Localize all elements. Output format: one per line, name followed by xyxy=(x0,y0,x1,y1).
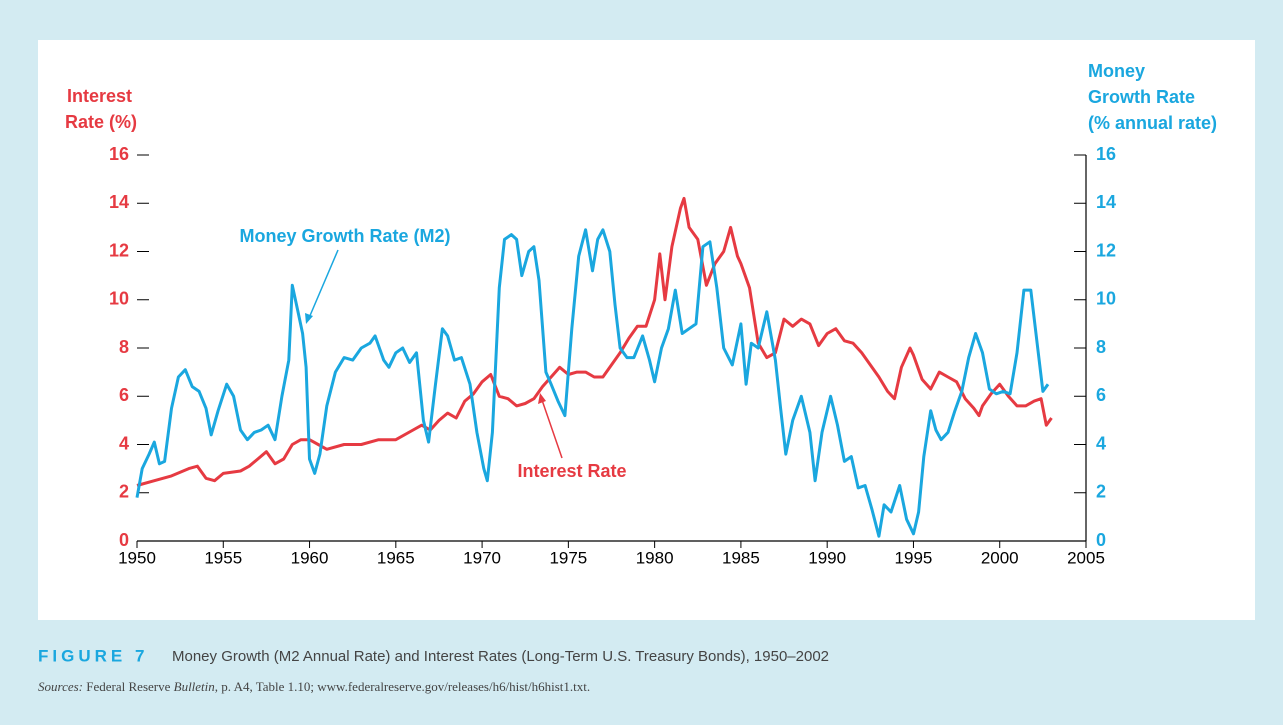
y2-axis-label-line: Growth Rate xyxy=(1088,87,1195,107)
arrow-head xyxy=(305,313,313,324)
y2-axis-label-line: (% annual rate) xyxy=(1088,113,1217,133)
y2-tick-label: 16 xyxy=(1096,144,1116,164)
y2-axis-label: Money Growth Rate (% annual rate) xyxy=(1088,61,1217,133)
y2-tick-label: 8 xyxy=(1096,337,1106,357)
annotation: Money Growth Rate (M2) xyxy=(239,226,450,246)
figure-label: FIGURE 7 xyxy=(38,646,148,665)
y2-tick-label: 4 xyxy=(1096,433,1106,453)
annotation-arrow xyxy=(541,399,563,459)
x-tick-label: 1960 xyxy=(291,548,329,567)
y-tick-label: 8 xyxy=(119,337,129,357)
chart-panel xyxy=(38,40,1255,620)
x-tick-label: 2000 xyxy=(981,548,1019,567)
y-tick-label: 12 xyxy=(109,240,129,260)
x-tick-label: 1950 xyxy=(118,548,156,567)
x-tick-label: 1995 xyxy=(895,548,933,567)
sources-text: , p. A4, Table 1.10; www.federalreserve.… xyxy=(215,679,590,694)
sources-label: Sources: xyxy=(38,679,83,694)
x-tick-label: 1990 xyxy=(808,548,846,567)
y2-tick-label: 2 xyxy=(1096,482,1106,502)
y2-tick-label: 14 xyxy=(1096,192,1116,212)
y-tick-label: 2 xyxy=(119,482,129,502)
x-tick-label: 1965 xyxy=(377,548,415,567)
y-axis-label: Interest Rate (%) xyxy=(65,86,137,132)
y-tick-label: 0 xyxy=(119,530,129,550)
x-tick-label: 1975 xyxy=(549,548,587,567)
sources: Sources: Federal Reserve Bulletin, p. A4… xyxy=(38,679,590,694)
arrow-head xyxy=(538,393,546,404)
y2-tick-label: 6 xyxy=(1096,385,1106,405)
x-tick-label: 1970 xyxy=(463,548,501,567)
x-tick-label: 1955 xyxy=(204,548,242,567)
y-tick-label: 6 xyxy=(119,385,129,405)
y-tick-label: 14 xyxy=(109,192,129,212)
y2-tick-label: 0 xyxy=(1096,530,1106,550)
y2-axis-label-line: Money xyxy=(1088,61,1145,81)
caption-text: Money Growth (M2 Annual Rate) and Intere… xyxy=(172,648,829,665)
y2-tick-label: 10 xyxy=(1096,289,1116,309)
x-tick-label: 2005 xyxy=(1067,548,1105,567)
annotation-arrow xyxy=(308,249,339,319)
annotation: Interest Rate xyxy=(517,461,626,481)
data-line xyxy=(136,196,1053,487)
sources-text: Bulletin xyxy=(174,679,215,694)
y-tick-label: 4 xyxy=(119,433,129,453)
y-tick-label: 10 xyxy=(109,289,129,309)
y2-tick-label: 12 xyxy=(1096,240,1116,260)
y-axis-label-line: Interest xyxy=(67,86,132,106)
y-axis-label-line: Rate (%) xyxy=(65,112,137,132)
sources-text: Federal Reserve xyxy=(83,679,174,694)
x-tick-label: 1985 xyxy=(722,548,760,567)
y-tick-label: 16 xyxy=(109,144,129,164)
data-line xyxy=(135,228,1050,538)
x-tick-label: 1980 xyxy=(636,548,674,567)
